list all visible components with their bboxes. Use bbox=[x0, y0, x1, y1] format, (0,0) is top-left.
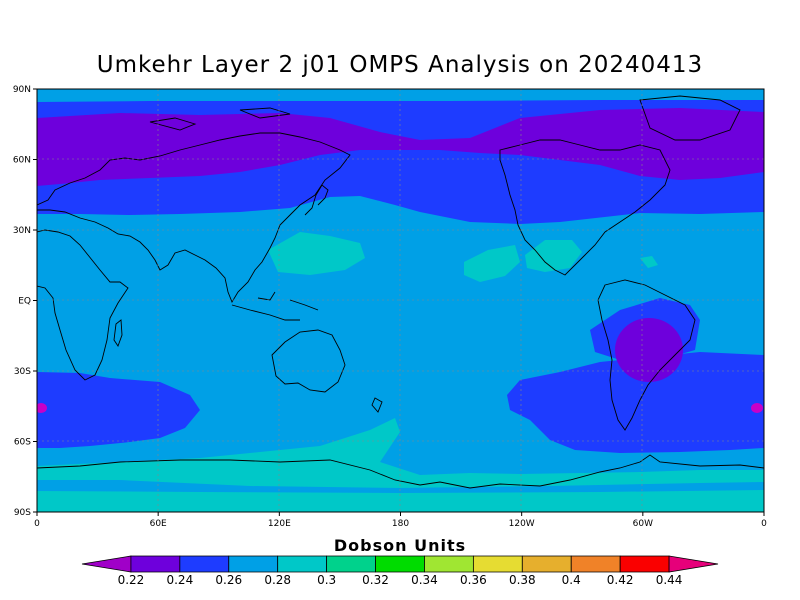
colorbar-label: 0.32 bbox=[362, 573, 389, 587]
colorbar-label: 0.36 bbox=[460, 573, 487, 587]
coast-indonesia bbox=[231, 291, 319, 321]
colorbar-segment bbox=[130, 555, 181, 573]
y-axis: 90N 60N 30N EQ 30S 60S 90S bbox=[13, 85, 37, 518]
coast-greenland bbox=[639, 95, 741, 141]
colorbar-label: 0.44 bbox=[656, 573, 683, 587]
x-tick-label: 180 bbox=[392, 519, 409, 529]
y-tick-label: 60N bbox=[13, 156, 31, 166]
colorbar-segment bbox=[472, 555, 523, 573]
colorbar-label: 0.3 bbox=[317, 573, 336, 587]
coast-arctic bbox=[149, 107, 291, 131]
graticule bbox=[37, 89, 764, 512]
colorbar-segment bbox=[326, 555, 376, 573]
colorbar-title: Dobson Units bbox=[333, 536, 467, 555]
y-tick-label: 90N bbox=[13, 85, 31, 95]
coast-japan bbox=[304, 184, 329, 216]
coast-north-america bbox=[499, 139, 671, 276]
field-band-antarctic-inner bbox=[37, 480, 764, 493]
colorbar-label: 0.42 bbox=[607, 573, 634, 587]
x-tick-label: 0 bbox=[761, 519, 767, 529]
field-patch-mexico bbox=[525, 240, 582, 272]
x-tick-label: 0 bbox=[34, 519, 40, 529]
colorbar: 0.22 0.24 0.26 0.28 0.3 0.32 0.34 0.36 0.38 0.4 0.… bbox=[81, 555, 719, 587]
colorbar-segment bbox=[277, 555, 328, 573]
x-axis: 0 60E 120E 180 120W 60W 0 bbox=[34, 512, 767, 529]
colorbar-segment bbox=[228, 555, 279, 573]
field-patch-pacific-east bbox=[464, 245, 520, 282]
field-patch-caribbean bbox=[640, 256, 658, 268]
x-tick-label: 60W bbox=[633, 519, 653, 529]
coast-africa bbox=[37, 229, 129, 381]
colorbar-label: 0.26 bbox=[215, 573, 242, 587]
colorbar-segment bbox=[521, 555, 572, 573]
coastlines bbox=[37, 95, 764, 489]
colorbar-label: 0.28 bbox=[264, 573, 291, 587]
field-dot-west bbox=[37, 403, 47, 413]
field-band-south-blue-2 bbox=[507, 352, 764, 453]
field-band-north-purple bbox=[37, 108, 764, 186]
coast-eurasia bbox=[37, 132, 351, 304]
map-title: Umkehr Layer 2 j01 OMPS Analysis on 2024… bbox=[96, 52, 704, 78]
field-patch-pacific-west bbox=[268, 232, 365, 275]
y-tick-label: EQ bbox=[18, 297, 31, 307]
colorbar-segment bbox=[375, 555, 425, 573]
y-tick-label: 90S bbox=[14, 508, 31, 518]
colorbar-segment bbox=[81, 555, 132, 573]
colorbar-segment bbox=[570, 555, 621, 573]
coast-madagascar bbox=[113, 319, 123, 347]
field-dot-east bbox=[751, 403, 763, 413]
colorbar-label: 0.34 bbox=[411, 573, 438, 587]
y-tick-label: 60S bbox=[14, 438, 31, 448]
coast-australia bbox=[271, 329, 346, 393]
colorbar-label: 0.38 bbox=[509, 573, 536, 587]
colorbar-label: 0.22 bbox=[118, 573, 145, 587]
field-band-pole bbox=[37, 89, 764, 102]
x-tick-label: 60E bbox=[150, 519, 167, 529]
coast-antarctica bbox=[37, 454, 764, 489]
coast-nz bbox=[371, 397, 383, 413]
field-sa-purple bbox=[615, 318, 683, 382]
colorbar-label: 0.24 bbox=[166, 573, 193, 587]
x-tick-label: 120E bbox=[268, 519, 291, 529]
field-band-south-blue bbox=[37, 372, 200, 448]
y-tick-label: 30S bbox=[14, 367, 31, 377]
colorbar-segment bbox=[619, 555, 670, 573]
colorbar-segment bbox=[179, 555, 230, 573]
x-tick-label: 120W bbox=[509, 519, 535, 529]
colorbar-segment bbox=[424, 555, 474, 573]
colorbar-segment bbox=[668, 555, 719, 573]
ozone-field bbox=[37, 89, 764, 512]
colorbar-label: 0.4 bbox=[562, 573, 581, 587]
y-tick-label: 30N bbox=[13, 226, 31, 236]
coast-south-america bbox=[597, 279, 696, 431]
